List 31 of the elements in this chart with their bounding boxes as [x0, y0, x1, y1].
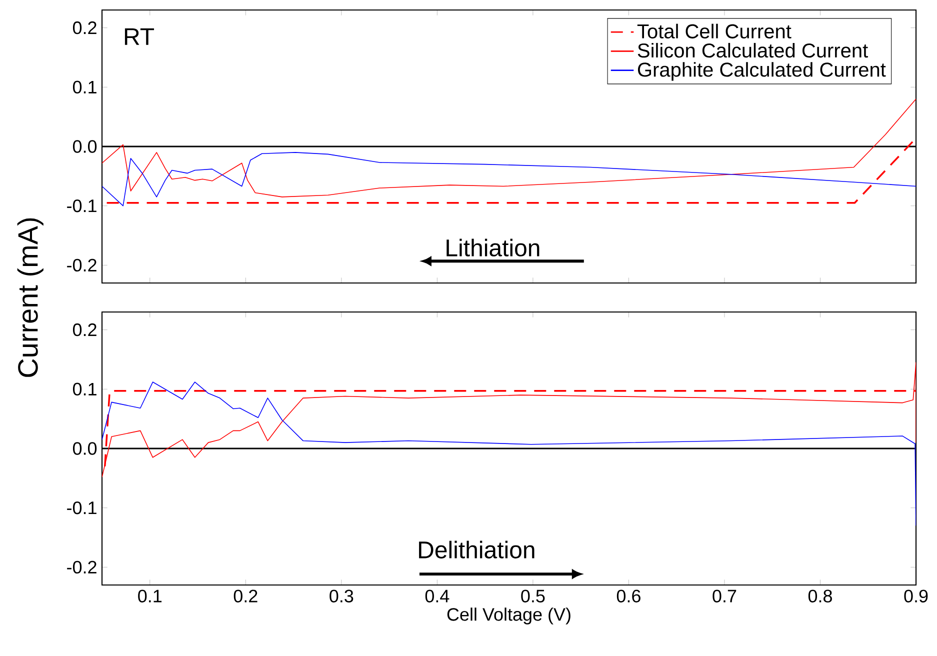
y-tick-label: 0.1	[72, 382, 96, 396]
y-tick-label: -0.1	[67, 501, 96, 514]
x-tick-label: 0.5	[521, 590, 545, 602]
y-tick-label: 0.2	[72, 323, 96, 336]
x-tick-label: 0.9	[904, 590, 928, 602]
x-tick-label: 0.3	[330, 590, 354, 602]
y-tick-label: 0.0	[72, 442, 97, 455]
y-tick-label: 0.2	[72, 21, 96, 34]
annotation: Delithiation	[419, 540, 534, 558]
line-series	[102, 98, 916, 198]
x-tick-label: 0.8	[808, 590, 832, 602]
x-tick-label: 0.7	[712, 590, 736, 602]
x-tick-label: 0.1	[138, 590, 162, 602]
x-tick-label: 0.2	[234, 590, 258, 602]
y-tick-label: -0.2	[67, 560, 96, 574]
legend-label: Silicon Calculated Current	[638, 42, 868, 58]
y-tick-label: 0.0	[72, 140, 97, 153]
x-tick-label: 0.4	[425, 590, 450, 602]
y-tick-label: 0.1	[72, 80, 96, 94]
line-series	[102, 152, 916, 206]
x-axis-title: Cell Voltage (V)	[447, 608, 570, 624]
line-series	[102, 382, 916, 526]
annotation: Lithiation	[446, 238, 540, 256]
line-series	[102, 362, 916, 478]
y-tick-label: -0.1	[67, 199, 96, 212]
y-axis-title: Current (mA)	[17, 218, 44, 377]
legend-label: Graphite Calculated Current	[638, 62, 886, 81]
annotation: RT	[124, 28, 154, 45]
legend-label: Total Cell Current	[637, 24, 792, 38]
y-tick-label: -0.2	[67, 258, 96, 272]
x-tick-label: 0.6	[616, 590, 640, 602]
